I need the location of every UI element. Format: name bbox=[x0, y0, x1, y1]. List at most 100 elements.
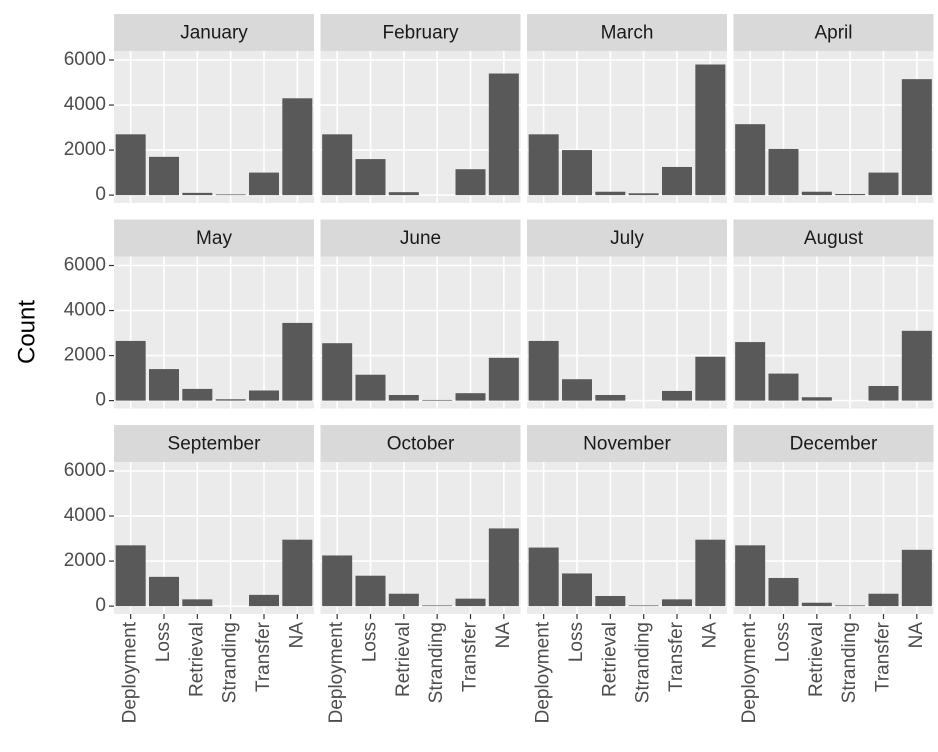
bar bbox=[868, 172, 899, 196]
x-tick-label: Loss bbox=[153, 622, 174, 662]
bar bbox=[149, 576, 179, 607]
strip-title: January bbox=[180, 23, 248, 44]
bar bbox=[868, 593, 899, 607]
x-tick-label: Deployment bbox=[326, 621, 347, 723]
bar bbox=[801, 191, 832, 196]
bar bbox=[282, 322, 313, 401]
bar bbox=[422, 605, 453, 607]
bar bbox=[835, 605, 866, 607]
bar bbox=[562, 150, 592, 196]
panel bbox=[527, 256, 727, 409]
bar bbox=[735, 545, 766, 607]
x-tick-label: Retrieval bbox=[186, 622, 207, 697]
bar bbox=[115, 134, 146, 196]
y-tick-label: 6000 bbox=[64, 49, 106, 70]
x-tick-label: Transfer bbox=[666, 621, 687, 692]
y-tick-label: 4000 bbox=[64, 94, 106, 115]
bar bbox=[215, 194, 246, 196]
panel bbox=[527, 51, 727, 203]
panel bbox=[320, 51, 521, 203]
bar bbox=[215, 399, 246, 401]
x-tick-label: Deployment bbox=[739, 621, 760, 723]
bar bbox=[388, 192, 419, 196]
bar bbox=[249, 390, 279, 401]
bar bbox=[835, 193, 866, 196]
bar bbox=[662, 166, 692, 196]
bar bbox=[662, 599, 692, 607]
bar bbox=[488, 73, 519, 196]
x-tick-label: Deployment bbox=[120, 621, 141, 723]
strip bbox=[527, 14, 727, 51]
panel bbox=[733, 51, 934, 203]
bar bbox=[901, 330, 932, 401]
y-tick-label: 4000 bbox=[64, 300, 106, 321]
strip bbox=[114, 425, 314, 462]
x-tick-label: Stranding bbox=[426, 622, 447, 703]
bar bbox=[595, 394, 626, 401]
bar bbox=[455, 169, 486, 196]
strip-title: June bbox=[400, 228, 441, 249]
bar bbox=[901, 79, 932, 196]
x-tick-label: NA bbox=[699, 622, 720, 649]
x-tick-label: Transfer bbox=[873, 621, 894, 692]
bar bbox=[488, 357, 519, 401]
y-tick-label: 0 bbox=[95, 595, 106, 616]
panel bbox=[114, 256, 314, 409]
bar bbox=[528, 134, 559, 196]
bar bbox=[628, 605, 659, 607]
bar bbox=[388, 593, 419, 607]
y-tick-label: 0 bbox=[95, 184, 106, 205]
panel bbox=[114, 51, 314, 203]
bar bbox=[662, 390, 692, 401]
strip bbox=[320, 14, 521, 51]
bar bbox=[322, 134, 353, 196]
strip bbox=[320, 425, 521, 462]
bar bbox=[768, 577, 799, 607]
panel bbox=[320, 256, 521, 409]
x-tick-label: Stranding bbox=[633, 622, 654, 703]
strip-title: July bbox=[610, 228, 644, 249]
x-tick-label: Retrieval bbox=[806, 622, 827, 697]
y-tick-label: 0 bbox=[95, 390, 106, 411]
x-tick-label: Stranding bbox=[220, 622, 241, 703]
bar bbox=[322, 343, 353, 401]
bar bbox=[695, 539, 726, 607]
x-tick-label: Retrieval bbox=[599, 622, 620, 697]
bar bbox=[182, 599, 213, 607]
panel bbox=[733, 256, 934, 409]
bar bbox=[355, 159, 386, 196]
bar bbox=[355, 575, 386, 607]
y-tick-label: 6000 bbox=[64, 460, 106, 481]
bar bbox=[355, 374, 386, 401]
bar bbox=[182, 388, 213, 401]
strip-title: February bbox=[382, 23, 459, 44]
bar bbox=[768, 148, 799, 196]
bar bbox=[115, 545, 146, 607]
strip bbox=[320, 219, 521, 257]
strip-title: August bbox=[804, 228, 864, 249]
y-tick-label: 2000 bbox=[64, 345, 106, 366]
strip-title: September bbox=[168, 434, 262, 455]
panel bbox=[114, 462, 314, 614]
panel bbox=[527, 462, 727, 614]
strip bbox=[733, 14, 934, 51]
bar bbox=[562, 379, 592, 401]
x-tick-label: Loss bbox=[566, 622, 587, 662]
bar bbox=[768, 373, 799, 401]
panel bbox=[320, 462, 521, 614]
bar bbox=[595, 595, 626, 607]
bar bbox=[455, 598, 486, 607]
strip bbox=[114, 14, 314, 51]
x-tick-label: Deployment bbox=[533, 621, 554, 723]
strip-title: October bbox=[387, 434, 455, 455]
bar bbox=[388, 394, 419, 401]
bar bbox=[282, 539, 313, 607]
panel bbox=[733, 462, 934, 614]
bar bbox=[528, 547, 559, 607]
bar bbox=[901, 549, 932, 607]
x-tick-label: NA bbox=[286, 622, 307, 649]
bar bbox=[422, 399, 453, 401]
x-tick-label: Stranding bbox=[839, 622, 860, 703]
bar bbox=[115, 340, 146, 401]
x-tick-label: Transfer bbox=[460, 621, 481, 692]
